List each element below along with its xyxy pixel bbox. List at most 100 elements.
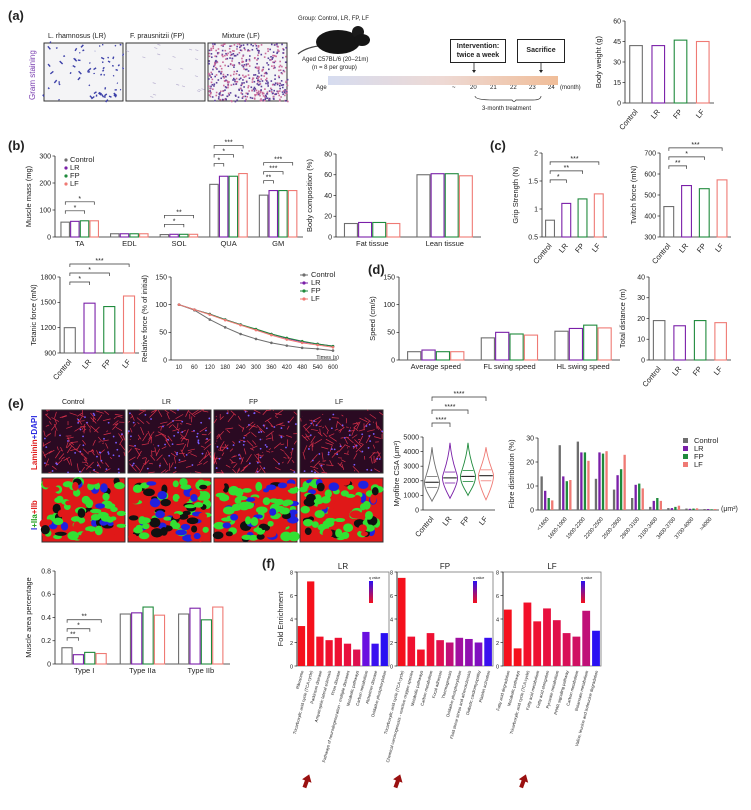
bacterium [208,94,211,96]
laminin-membrane [342,436,350,439]
bacterium [263,56,266,58]
y-tick-label: 4 [496,617,499,623]
bacterium [258,92,261,95]
bacterium [215,81,218,84]
laminin-membrane [112,420,119,426]
x-tick-label: FL swing speed [483,362,535,371]
bacterium [111,64,114,67]
laminin-membrane [352,422,360,425]
bacterium [142,56,146,59]
laminin-membrane [114,413,123,416]
x-tick-label: Ribosome [295,669,305,689]
bacterium [112,56,115,60]
bacterium [242,74,244,77]
y-axis-label: Relative force (% of initial) [140,274,149,362]
nucleus [278,462,280,465]
laminin-membrane [221,444,229,451]
nucleus [367,447,370,449]
bacterium [214,43,216,46]
laminin-membrane [146,420,150,425]
bar-lf [716,179,728,238]
bacterium [266,62,268,64]
nucleus [293,471,296,473]
bacterium [245,98,247,101]
y-tick-label: 10 [526,483,534,490]
laminin-membrane [190,453,197,457]
bacterium [247,49,250,51]
laminin-membrane [104,468,111,472]
laminin-membrane [240,465,248,473]
bar-fp [638,483,641,510]
bar-lf [188,233,199,238]
bacterium [245,92,248,95]
bacterium [249,55,251,57]
laminin-membrane [312,460,321,468]
bacterium [267,83,269,85]
bacterium [210,81,213,84]
nucleus [259,456,262,459]
bacterium [241,83,243,86]
bacterium [228,94,231,96]
laminin-membrane [123,451,126,457]
nucleus [372,433,375,435]
nucleus [242,443,245,446]
muscle-fibre [65,500,72,506]
bacterium [239,45,242,48]
micrograph-lr-background [43,42,124,102]
laminin-membrane [55,461,58,464]
laminin-membrane [115,426,123,432]
laminin-membrane [219,416,224,420]
bar-oxidative-phosphorylation [380,633,388,666]
bacterium [229,74,232,77]
laminin-membrane [55,450,61,459]
bacterium [227,81,230,84]
bacterium [283,70,286,73]
y-tick-label: 50 [159,330,167,337]
x-tick-label: LR [649,107,662,121]
bacterium [213,83,216,86]
y-tick-label: 1.5 [528,178,538,185]
nucleus [215,467,218,469]
laminin-membrane [339,443,343,448]
bacterium [225,75,227,78]
bacterium [233,64,236,66]
bacterium [232,77,235,80]
bacterium [256,75,259,78]
bacterium [279,98,281,101]
bar-lf [458,175,473,238]
bar-lr [681,185,692,238]
bar-lf [386,222,401,238]
laminin-membrane [181,437,189,441]
bacterium [215,66,217,69]
nucleus [197,441,200,443]
nucleus [328,418,331,421]
bacterium [210,91,212,94]
laminin-membrane [167,435,173,442]
bacterium [278,94,280,97]
data-point [254,328,258,332]
laminin-membrane [379,411,384,416]
bacterium [280,84,283,86]
laminin-membrane [353,453,358,460]
bar-lf [714,322,727,361]
laminin-membrane [275,409,284,416]
nucleus [339,445,342,448]
bacterium [241,97,244,99]
bacterium [220,44,223,47]
bacterium [279,60,281,63]
bacterium [241,60,244,63]
bacterium [208,60,211,62]
bacterium [232,53,235,55]
laminin-membrane [303,445,308,453]
bacterium [213,64,216,67]
laminin-membrane [252,440,257,445]
laminin-membrane [351,434,358,439]
laminin-membrane [46,409,48,412]
legend-swatch [683,454,688,459]
bar-fp [698,188,710,238]
laminin-membrane [265,430,274,438]
y-tick-label: 1 [534,206,538,213]
laminin-membrane [354,439,362,448]
bacterium [286,100,289,103]
